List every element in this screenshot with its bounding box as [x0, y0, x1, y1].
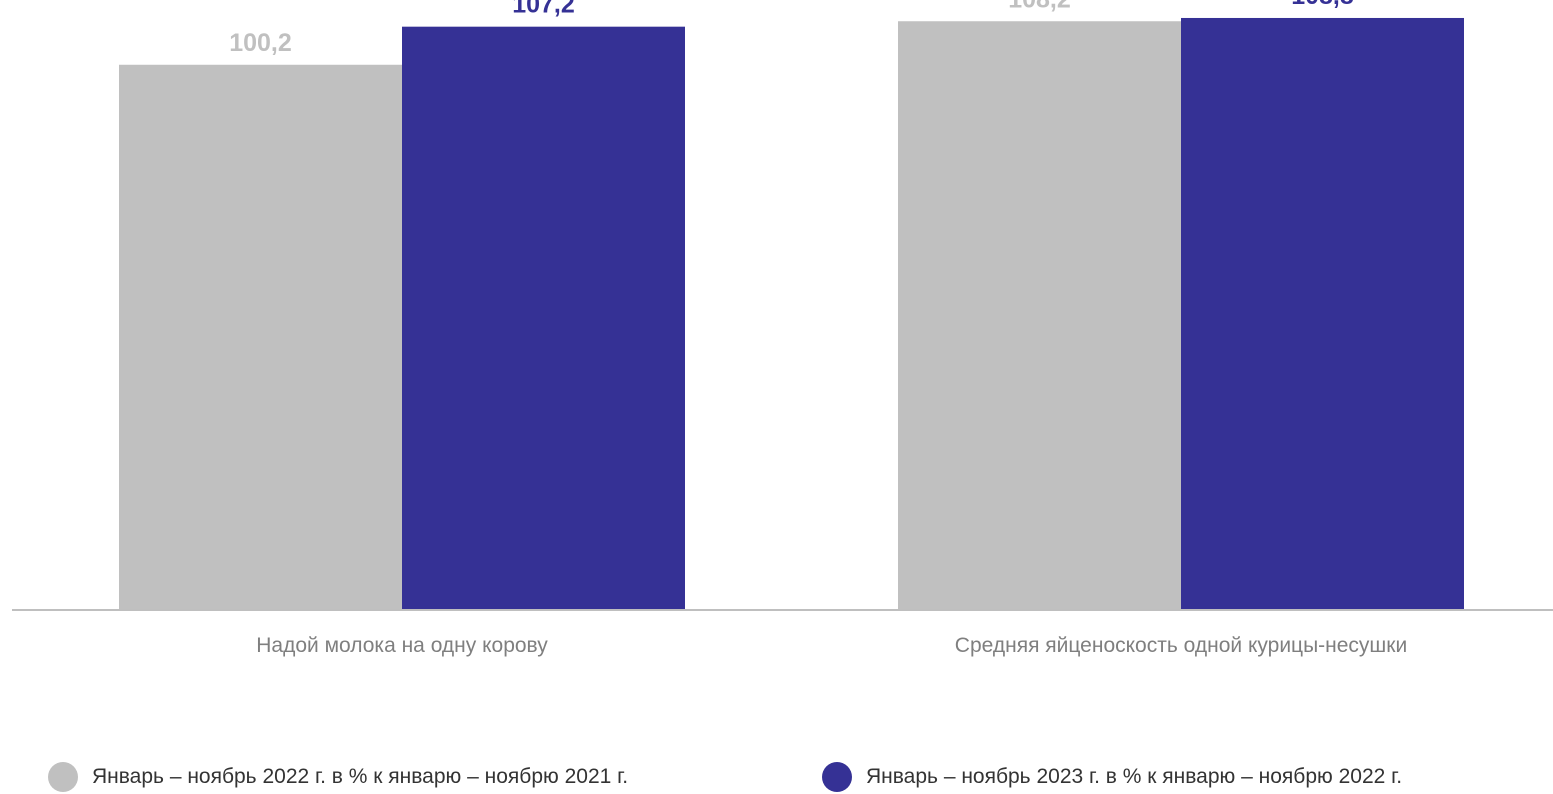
- legend-item-2022: Январь – ноябрь 2022 г. в % к январю – н…: [48, 760, 628, 794]
- bar-2023-1: [1181, 17, 1464, 610]
- bar-2022-0: [119, 64, 402, 610]
- data-label-2022-0: 100,2: [229, 29, 292, 57]
- bar-2022-1: [898, 21, 1181, 611]
- data-label-2023-1: 108,8: [1291, 0, 1354, 10]
- bar-2023-0: [402, 26, 685, 610]
- legend-swatch-2022: [48, 762, 78, 792]
- legend-swatch-2023: [822, 762, 852, 792]
- chart-plot: 100,2 107,2 Надой молока на одну корову 108…: [12, 0, 1553, 657]
- legend-label-2023: Январь – ноябрь 2023 г. в % к январю – н…: [866, 765, 1403, 788]
- legend-item-2023: Январь – ноябрь 2023 г. в % к январю – н…: [822, 760, 1402, 794]
- legend-label-2022: Январь – ноябрь 2022 г. в % к январю – н…: [92, 765, 629, 788]
- category-label-1: Средняя яйценоскость одной курицы-несушк…: [955, 634, 1407, 657]
- data-label-2022-1: 108,2: [1008, 0, 1071, 13]
- category-label-0: Надой молока на одну корову: [256, 634, 548, 657]
- data-label-2023-0: 107,2: [512, 0, 575, 19]
